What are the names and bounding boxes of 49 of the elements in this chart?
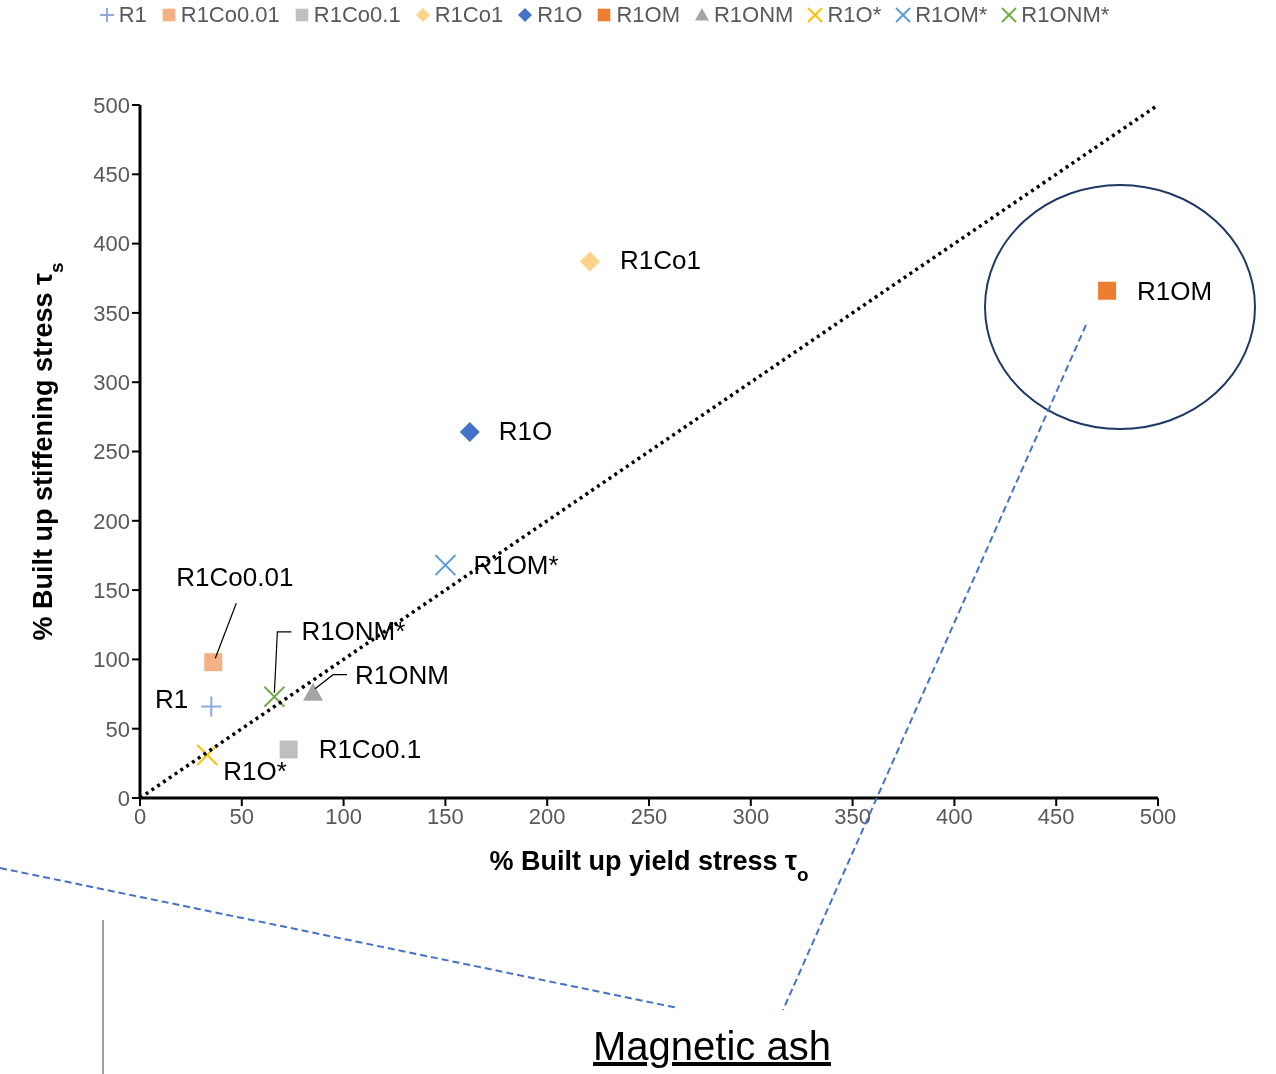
legend-label: R1Co0.1 [312,2,401,28]
x-tick-label: 50 [229,803,255,829]
legend-label: R1O* [826,2,882,28]
annotation: R1Co0.01 [176,562,294,593]
point [279,740,298,759]
legend-label: R1ONM* [1020,2,1110,28]
legend-label: R1OM* [914,2,988,28]
legend-label: R1ONM [712,2,794,28]
x-tick-label: 300 [732,803,770,829]
x-tick-label: 250 [630,803,668,829]
legend-label: R1 [117,2,147,28]
legend-label: R1Co0.01 [179,2,280,28]
x-tick-label: 350 [834,803,871,829]
annotation: R1OM* [473,550,559,581]
point [579,251,600,272]
y-tick-label: 50 [105,716,130,742]
annotation: R1Co0.1 [318,734,422,765]
legend-label: R1O [536,2,583,28]
text: Magnetic ash [592,1024,832,1069]
point [204,653,223,672]
annotation: R1O* [223,755,287,786]
x-tick-label: 200 [528,803,566,829]
annotation: R1 [155,684,189,715]
y-tick-label: 300 [93,370,130,396]
annotation: R1Co1 [619,245,701,276]
x-tick-label: 500 [1139,803,1177,829]
y-tick-label: 100 [93,647,130,673]
x-tick-label: 100 [325,803,362,829]
point [459,422,480,443]
annotation: R1O [498,415,553,446]
y-tick-label: 150 [93,577,130,603]
point [1098,281,1117,300]
x-tick-label: 450 [1037,803,1075,829]
y-tick-label: 450 [93,162,130,188]
x-tick-label: 150 [427,803,464,829]
y-tick-label: 400 [93,231,130,257]
x-tick-label: 0 [133,803,147,829]
legend-label: R1Co1 [433,2,504,28]
y-tick-label: 0 [117,785,130,811]
y-tick-label: 500 [93,92,130,118]
point [303,682,324,701]
y-tick-label: 200 [93,508,130,534]
x-axis-title: % Built up yield stress τ$_{o}$ [489,846,809,885]
legend-label: R1OM [615,2,680,28]
annotation: R1ONM [355,659,449,690]
y-tick-label: 250 [93,439,130,465]
x-tick-label: 400 [936,803,973,829]
annotation: R1OM [1137,275,1213,306]
y-tick-label: 350 [93,300,130,326]
